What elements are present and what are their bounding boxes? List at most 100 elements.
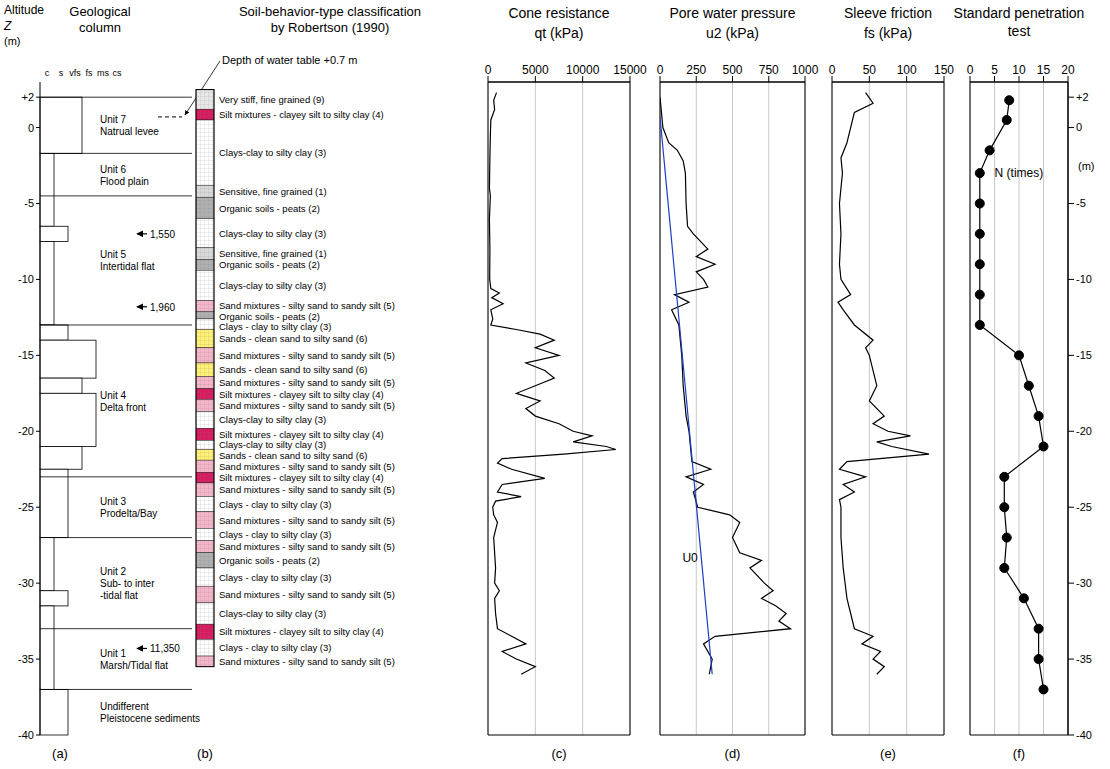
svg-text:Very stiff, fine grained (9): Very stiff, fine grained (9) xyxy=(219,94,324,105)
svg-text:cs: cs xyxy=(113,68,123,78)
svg-text:(f): (f) xyxy=(1013,746,1025,761)
svg-text:s: s xyxy=(59,68,64,78)
svg-text:5000: 5000 xyxy=(522,63,549,77)
svg-text:Organic soils - peats (2): Organic soils - peats (2) xyxy=(219,311,320,322)
svg-text:Unit 6: Unit 6 xyxy=(100,164,127,175)
svg-text:(c): (c) xyxy=(551,746,566,761)
svg-text:250: 250 xyxy=(686,63,706,77)
svg-text:Flood plain: Flood plain xyxy=(100,176,149,187)
svg-text:Organic soils - peats (2): Organic soils - peats (2) xyxy=(219,203,320,214)
svg-text:1000: 1000 xyxy=(792,63,819,77)
svg-text:Sand mixtures - silty sand to: Sand mixtures - silty sand to sandy silt… xyxy=(219,350,395,361)
svg-text:10000: 10000 xyxy=(566,63,600,77)
svg-text:-25: -25 xyxy=(18,501,34,513)
svg-text:-40: -40 xyxy=(1076,729,1092,741)
svg-text:Sand mixtures - silty sand to: Sand mixtures - silty sand to sandy silt… xyxy=(219,300,395,311)
svg-text:Clays - clay to silty clay (3): Clays - clay to silty clay (3) xyxy=(219,642,331,653)
svg-text:(d): (d) xyxy=(725,746,741,761)
svg-text:-10: -10 xyxy=(18,273,34,285)
svg-text:Unit 5: Unit 5 xyxy=(100,249,127,260)
svg-text:column: column xyxy=(79,20,121,35)
svg-text:750: 750 xyxy=(759,63,779,77)
svg-text:Altitude: Altitude xyxy=(4,3,44,17)
svg-text:Prodelta/Bay: Prodelta/Bay xyxy=(100,508,157,519)
svg-text:Sand mixtures - silty sand to: Sand mixtures - silty sand to sandy silt… xyxy=(219,377,395,388)
svg-text:20: 20 xyxy=(1061,63,1075,77)
svg-text:0: 0 xyxy=(1076,121,1082,133)
svg-text:0: 0 xyxy=(657,63,664,77)
svg-text:-40: -40 xyxy=(18,729,34,741)
svg-text:Delta front: Delta front xyxy=(100,402,146,413)
svg-text:150: 150 xyxy=(934,63,954,77)
svg-text:50: 50 xyxy=(863,63,877,77)
svg-text:Sand mixtures - silty sand to: Sand mixtures - silty sand to sandy silt… xyxy=(219,589,395,600)
svg-text:5: 5 xyxy=(991,63,998,77)
svg-text:(m): (m) xyxy=(1078,160,1095,172)
svg-text:0: 0 xyxy=(28,122,34,134)
svg-text:0: 0 xyxy=(967,63,974,77)
svg-text:U0: U0 xyxy=(682,551,698,565)
svg-text:Clays - clay to silty clay (3): Clays - clay to silty clay (3) xyxy=(219,572,331,583)
svg-text:-20: -20 xyxy=(1076,425,1092,437)
svg-text:500: 500 xyxy=(722,63,742,77)
svg-text:test: test xyxy=(1008,23,1031,39)
svg-text:10: 10 xyxy=(1012,63,1026,77)
svg-text:vfs: vfs xyxy=(69,68,81,78)
svg-text:-35: -35 xyxy=(1076,653,1092,665)
svg-text:Sensitive, fine grained (1): Sensitive, fine grained (1) xyxy=(219,186,327,197)
svg-text:Clays - clay to silty clay (3): Clays - clay to silty clay (3) xyxy=(219,499,331,510)
svg-text:Clays-clay to silty clay (3): Clays-clay to silty clay (3) xyxy=(219,147,326,158)
svg-text:Sands - clean sand to silty sa: Sands - clean sand to silty sand (6) xyxy=(219,450,367,461)
svg-text:Clays-clay to silty clay (3): Clays-clay to silty clay (3) xyxy=(219,414,326,425)
svg-text:Unit 2: Unit 2 xyxy=(100,566,127,577)
svg-text:Clays-clay to silty clay (3): Clays-clay to silty clay (3) xyxy=(219,608,326,619)
svg-text:11,350: 11,350 xyxy=(150,643,180,654)
svg-text:Organic soils - peats (2): Organic soils - peats (2) xyxy=(219,259,320,270)
svg-text:Sand mixtures - silty sand to: Sand mixtures - silty sand to sandy silt… xyxy=(219,541,395,552)
svg-text:15: 15 xyxy=(1037,63,1051,77)
svg-text:Pore water pressure: Pore water pressure xyxy=(669,5,795,21)
svg-text:Unit 1: Unit 1 xyxy=(100,648,127,659)
svg-text:Unit 4: Unit 4 xyxy=(100,390,127,401)
svg-text:100: 100 xyxy=(897,63,917,77)
svg-text:Natrual levee: Natrual levee xyxy=(100,126,159,137)
svg-text:Unit 3: Unit 3 xyxy=(100,496,127,507)
svg-text:Pleistocene sediments: Pleistocene sediments xyxy=(100,713,200,724)
svg-text:Clays-clay to silty clay (3): Clays-clay to silty clay (3) xyxy=(219,439,326,450)
svg-text:+2: +2 xyxy=(21,91,34,103)
svg-text:1,960: 1,960 xyxy=(150,302,175,313)
svg-text:Unit 7: Unit 7 xyxy=(100,114,127,125)
svg-text:(m): (m) xyxy=(4,35,21,47)
svg-text:Sand mixtures - silty sand to: Sand mixtures - silty sand to sandy silt… xyxy=(219,656,395,667)
svg-text:Organic soils - peats (2): Organic soils - peats (2) xyxy=(219,555,320,566)
svg-text:-15: -15 xyxy=(18,349,34,361)
svg-text:Clays-clay to silty clay (3): Clays-clay to silty clay (3) xyxy=(219,228,326,239)
svg-text:N (times): N (times) xyxy=(995,166,1044,180)
svg-text:15000: 15000 xyxy=(613,63,647,77)
svg-text:-10: -10 xyxy=(1076,273,1092,285)
svg-text:Clays - clay to silty clay (3): Clays - clay to silty clay (3) xyxy=(219,321,331,332)
svg-text:(a): (a) xyxy=(52,746,68,761)
svg-text:Silt mixtures - clayey silt to: Silt mixtures - clayey silt to silty cla… xyxy=(219,626,384,637)
svg-text:by Robertson (1990): by Robertson (1990) xyxy=(271,20,390,35)
svg-text:Sands - clean sand to silty sa: Sands - clean sand to silty sand (6) xyxy=(219,364,367,375)
svg-text:fs (kPa): fs (kPa) xyxy=(864,25,912,41)
svg-text:qt (kPa): qt (kPa) xyxy=(534,25,583,41)
svg-text:Clays-clay to silty clay (3): Clays-clay to silty clay (3) xyxy=(219,280,326,291)
svg-text:Sands - clean sand to silty sa: Sands - clean sand to silty sand (6) xyxy=(219,333,367,344)
svg-text:Z: Z xyxy=(3,19,12,33)
svg-text:Sleeve friction: Sleeve friction xyxy=(844,5,932,21)
svg-text:Depth of water table +0.7 m: Depth of water table +0.7 m xyxy=(222,54,357,66)
svg-text:-35: -35 xyxy=(18,653,34,665)
svg-text:Silt mixtures - clayey silt to: Silt mixtures - clayey silt to silty cla… xyxy=(219,472,384,483)
svg-text:ms: ms xyxy=(97,68,109,78)
svg-text:-30: -30 xyxy=(18,577,34,589)
svg-text:-tidal flat: -tidal flat xyxy=(100,590,138,601)
svg-text:Undifferent: Undifferent xyxy=(100,701,149,712)
svg-text:0: 0 xyxy=(829,63,836,77)
svg-text:Silt mixtures - clayey silt to: Silt mixtures - clayey silt to silty cla… xyxy=(219,389,384,400)
svg-text:Sub- to inter: Sub- to inter xyxy=(100,578,155,589)
svg-text:-25: -25 xyxy=(1076,501,1092,513)
svg-text:-5: -5 xyxy=(1076,197,1086,209)
svg-text:(b): (b) xyxy=(197,746,213,761)
